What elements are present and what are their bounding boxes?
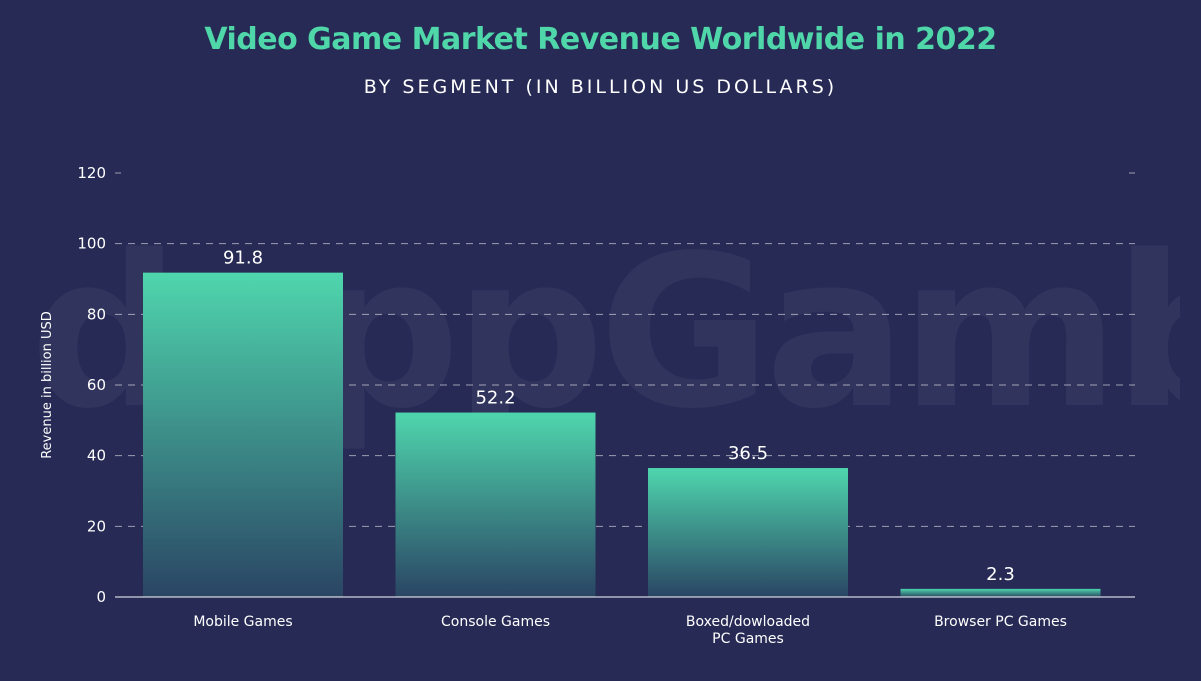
y-tick-label: 0: [96, 588, 106, 606]
bar: [648, 468, 848, 597]
data-label: 36.5: [728, 443, 768, 464]
x-axis: Mobile Games Console Games Boxed/dowloaded…: [115, 596, 1135, 647]
y-tick-label: 40: [87, 447, 106, 465]
x-tick-label: Mobile Games: [193, 614, 292, 630]
bar: [900, 588, 1101, 597]
bar: [143, 272, 343, 597]
chart-title: Video Game Market Revenue Worldwide in 2…: [204, 22, 997, 57]
data-label: 52.2: [475, 388, 515, 409]
chart-subtitle: BY SEGMENT (IN BILLION US DOLLARS): [363, 76, 838, 98]
y-tick-label: 100: [77, 235, 106, 253]
x-tick-label: Boxed/dowloaded: [686, 614, 810, 630]
y-tick-label: 120: [77, 164, 106, 182]
x-tick-label: Browser PC Games: [934, 614, 1067, 630]
data-label: 91.8: [223, 248, 263, 269]
y-axis-label: Revenue in billion USD: [40, 311, 55, 459]
y-tick-label: 20: [87, 517, 106, 535]
data-label: 2.3: [986, 564, 1015, 585]
bars: 91.8 52.2 36.5 2.3: [143, 248, 1101, 597]
y-tick-label: 80: [87, 305, 106, 323]
x-tick-label: Console Games: [441, 614, 550, 630]
bar: [395, 412, 596, 597]
x-tick-label: PC Games: [712, 631, 784, 647]
y-axis: 0 20 40 60 80 100 120: [77, 164, 106, 606]
y-tick-label: 60: [87, 376, 106, 394]
